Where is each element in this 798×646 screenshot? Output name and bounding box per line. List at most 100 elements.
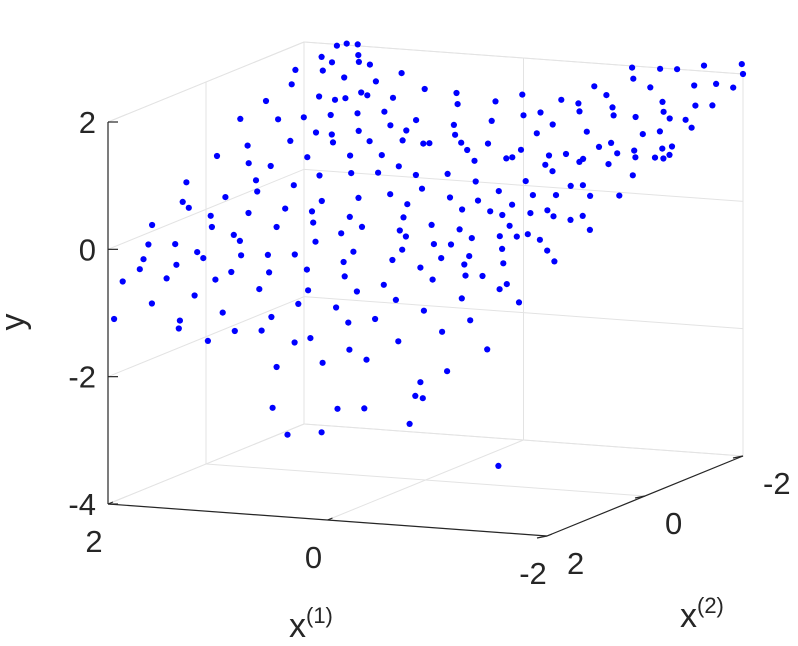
scatter-point — [579, 182, 587, 189]
scatter-point — [396, 227, 403, 234]
scatter-point — [444, 368, 451, 375]
scatter-point — [659, 145, 666, 152]
scatter-point — [730, 84, 737, 91]
scatter-point — [237, 115, 244, 122]
scatter-point — [319, 67, 326, 74]
scatter-point — [219, 309, 226, 316]
scatter-point — [419, 395, 426, 402]
x1-axis-label-base: x — [289, 607, 306, 645]
scatter-point — [412, 171, 419, 179]
scatter-point — [456, 226, 463, 233]
scatter-point — [355, 58, 362, 65]
scatter-point — [305, 287, 312, 294]
scatter-point — [575, 100, 582, 107]
scatter-point — [660, 108, 667, 115]
scatter-point — [632, 154, 639, 161]
scatter-point — [140, 256, 147, 263]
scatter-point — [567, 182, 574, 189]
scatter-point — [148, 300, 155, 307]
scatter-point — [614, 150, 621, 157]
y-tick-label: 2 — [79, 105, 96, 140]
scatter-point — [444, 170, 451, 177]
scatter-point — [399, 246, 406, 253]
back-wall-grid-line — [303, 423, 744, 457]
scatter-point — [524, 231, 531, 238]
scatter-point — [520, 112, 527, 119]
scatter-point — [308, 208, 316, 215]
scatter-point — [179, 198, 186, 205]
y-tick-label: -2 — [68, 360, 96, 395]
scatter-point — [738, 61, 745, 68]
scatter-point — [610, 112, 617, 119]
scatter-point — [688, 124, 695, 131]
scatter-point — [412, 392, 419, 399]
scatter-point — [238, 252, 245, 259]
scatter-point — [657, 65, 664, 72]
scatter-point — [536, 236, 544, 243]
x1-tick-label: 0 — [305, 540, 322, 575]
scatter-point — [191, 292, 198, 299]
scatter-point — [304, 154, 311, 161]
scatter-point — [458, 295, 465, 302]
scatter-point — [392, 296, 399, 303]
scatter-point — [163, 275, 170, 282]
scatter-point — [458, 139, 465, 146]
scatter-point — [389, 94, 397, 101]
scatter-point — [406, 420, 413, 427]
scatter-point — [630, 75, 637, 82]
scatter-point — [544, 207, 551, 214]
left-wall-grid-line — [107, 168, 305, 250]
scatter-point — [446, 194, 454, 201]
scatter-point — [682, 116, 689, 123]
scatter-point — [345, 319, 352, 326]
scatter-point — [287, 137, 294, 144]
scatter-point — [522, 178, 529, 185]
scatter-point — [403, 127, 410, 134]
scatter-point — [300, 114, 307, 121]
scatter-point — [495, 462, 502, 469]
scatter-point — [413, 117, 420, 124]
scatter-point — [461, 261, 468, 268]
scatter-point — [567, 216, 574, 223]
scatter-point — [200, 255, 207, 262]
x1-axis-label-sup: (1) — [306, 603, 333, 628]
scatter-point — [537, 109, 544, 116]
scatter-point — [471, 157, 478, 164]
top-left-edge — [107, 41, 305, 123]
scatter-point — [395, 163, 402, 170]
scatter-point — [659, 98, 666, 105]
scatter-point — [395, 338, 402, 345]
x1-tick-label: 2 — [85, 524, 102, 559]
scatter-point — [739, 70, 747, 78]
scatter-point — [346, 213, 353, 220]
scatter-point — [484, 140, 492, 147]
scatter-point — [499, 245, 506, 252]
scatter-point — [366, 138, 373, 145]
scatter-point — [549, 168, 556, 175]
floor-grid-line — [205, 463, 646, 497]
scatter-point — [275, 116, 282, 123]
scatter-point — [341, 74, 348, 81]
scatter-point — [290, 182, 297, 189]
scatter-point — [256, 286, 263, 293]
scatter-point — [282, 205, 289, 212]
scatter-point — [341, 273, 348, 280]
scatter-point — [378, 152, 385, 159]
scatter-point — [212, 276, 219, 283]
scatter-point — [666, 115, 673, 122]
scatter-point — [464, 146, 471, 154]
scatter-point — [629, 64, 636, 71]
grid-layer — [107, 41, 744, 537]
scatter-point — [508, 201, 516, 208]
scatter-point — [515, 299, 523, 306]
scatter-point — [254, 188, 261, 195]
scatter-point — [492, 98, 499, 105]
x2-axis-label-sup: (2) — [697, 593, 724, 618]
scatter-point — [319, 359, 326, 366]
scatter-point — [350, 248, 357, 255]
scatter-point — [549, 121, 556, 128]
scatter-point — [318, 53, 325, 61]
scatter-point — [506, 222, 513, 229]
scatter-point — [595, 143, 603, 150]
scatter-point — [666, 151, 673, 158]
